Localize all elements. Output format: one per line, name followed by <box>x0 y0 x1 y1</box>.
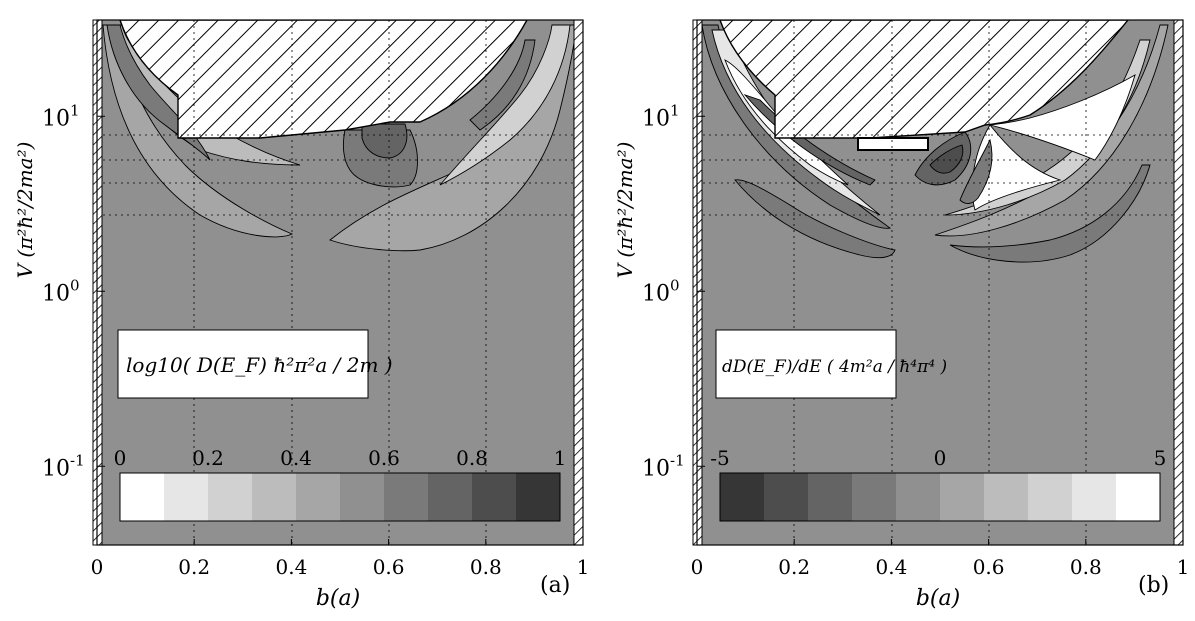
x-tick-label: 0 <box>91 555 104 579</box>
colorbar-frame <box>119 472 561 522</box>
colorbar-tick-label: 0.4 <box>280 446 312 470</box>
contour-band-left-light <box>711 29 881 216</box>
contour-band-lower-left <box>734 179 896 259</box>
hatched-region-a <box>119 20 528 139</box>
colorbar-tick-label: -5 <box>710 446 729 470</box>
x-tick-label: 0 <box>691 555 704 579</box>
contour-band-center-white <box>971 124 1062 211</box>
colorbar-swatch <box>252 473 296 521</box>
colorbar-swatch <box>340 473 384 521</box>
x-tick-label: 0.6 <box>973 555 1005 579</box>
y-ticks-a: 101 100 10-1 <box>42 101 105 481</box>
colorbar-tick-label: 5 <box>1154 446 1167 470</box>
contour-band-center-darker <box>361 123 408 159</box>
contour-band-right-light <box>439 24 571 186</box>
colorbar-labels-a: 0 0.2 0.4 0.6 0.8 1 <box>114 446 567 470</box>
legend-formula-b: dD(E_F)/dE ( 4m²a / ħ⁴π⁴ ) <box>722 357 947 377</box>
y-axis-label-a: V (π²ħ²/2ma²) <box>13 142 37 279</box>
y-tick-label: 10-1 <box>42 451 85 481</box>
panel-label-a: (a) <box>540 573 570 598</box>
colorbar-swatch <box>208 473 252 521</box>
colorbar-b <box>719 472 1161 522</box>
panel-b: dD(E_F)/dE ( 4m²a / ħ⁴π⁴ ) -5 0 5 0 0.2 0.4 0… <box>613 19 1190 611</box>
colorbar-swatch <box>1072 473 1116 521</box>
colorbar-swatch <box>808 473 852 521</box>
y-tick-label: 101 <box>642 101 680 131</box>
x-tick-label: 0.6 <box>373 555 405 579</box>
notch-b <box>857 137 929 151</box>
contour-band-outer <box>102 24 294 238</box>
panel-a: log10( D(E_F) ħ²π²a / 2m ) 0 0.2 0.4 0.6 0.8… <box>13 19 590 611</box>
colorbar-swatch <box>1116 473 1160 521</box>
colorbar-tick-label: 0.2 <box>192 446 224 470</box>
colorbar-a <box>119 472 561 522</box>
hatched-region-b <box>719 20 1129 139</box>
y-tick-label: 100 <box>42 276 80 306</box>
colorbar-swatch <box>296 473 340 521</box>
x-tick-label: 0.2 <box>178 555 210 579</box>
x-tick-label: 1 <box>577 555 590 579</box>
colorbar-swatch <box>852 473 896 521</box>
edge-strip-right-a <box>573 19 584 546</box>
colorbar-swatch <box>984 473 1028 521</box>
colorbar-swatch <box>516 473 560 521</box>
colorbar-tick-label: 1 <box>554 446 567 470</box>
colorbar-swatch <box>720 473 764 521</box>
colorbar-swatch <box>384 473 428 521</box>
y-tick-label: 100 <box>642 276 680 306</box>
plot-frame-b <box>696 19 1184 546</box>
colorbar-tick-label: 0.8 <box>456 446 488 470</box>
y-ticks-b: 101 100 10-1 <box>642 101 705 481</box>
colorbar-swatch <box>428 473 472 521</box>
colorbar-swatch <box>120 473 164 521</box>
colorbar-swatch <box>1028 473 1072 521</box>
contour-band-right-dark <box>469 39 536 131</box>
plot-frame-a <box>96 19 584 546</box>
colorbar-tick-label: 0.6 <box>368 446 400 470</box>
colorbar-swatch <box>764 473 808 521</box>
colorbar-tick-label: 0 <box>934 446 947 470</box>
x-tick-label: 0.4 <box>275 555 307 579</box>
colorbar-frame <box>719 472 1161 522</box>
x-tick-label: 0.4 <box>875 555 907 579</box>
colorbar-tick-label: 0 <box>114 446 127 470</box>
contour-band-lower-right <box>949 164 1151 263</box>
x-tick-label: 0.8 <box>470 555 502 579</box>
x-ticks-b: 0 0.2 0.4 0.6 0.8 1 <box>691 539 1190 579</box>
legend-formula-a: log10( D(E_F) ħ²π²a / 2m ) <box>126 353 393 377</box>
y-axis-label-b: V (π²ħ²/2ma²) <box>613 142 637 279</box>
contour-band-left-white <box>724 59 849 186</box>
contour-band-right-white <box>989 74 1136 161</box>
y-tick-label: 101 <box>42 101 80 131</box>
x-tick-label: 0.8 <box>1070 555 1102 579</box>
colorbar-labels-b: -5 0 5 <box>710 446 1166 470</box>
legend-box-b: dD(E_F)/dE ( 4m²a / ħ⁴π⁴ ) <box>715 329 947 399</box>
y-tick-label: 10-1 <box>642 451 685 481</box>
colorbar-swatch <box>940 473 984 521</box>
x-tick-label: 1 <box>1177 555 1190 579</box>
x-axis-label-a: b(a) <box>316 586 360 611</box>
panel-label-b: (b) <box>1138 573 1169 598</box>
x-tick-label: 0.2 <box>778 555 810 579</box>
x-axis-label-b: b(a) <box>916 586 960 611</box>
colorbar-swatch <box>896 473 940 521</box>
heatmap-b <box>697 20 1183 545</box>
legend-box-a: log10( D(E_F) ħ²π²a / 2m ) <box>117 329 393 399</box>
edge-strip-right-b <box>1173 19 1184 546</box>
x-ticks-a: 0 0.2 0.4 0.6 0.8 1 <box>91 539 590 579</box>
contour-band-center-darker <box>929 144 964 174</box>
contour-band-center-mid <box>959 138 993 204</box>
heatmap-a <box>97 20 583 545</box>
colorbar-swatch <box>472 473 516 521</box>
colorbar-swatch <box>164 473 208 521</box>
